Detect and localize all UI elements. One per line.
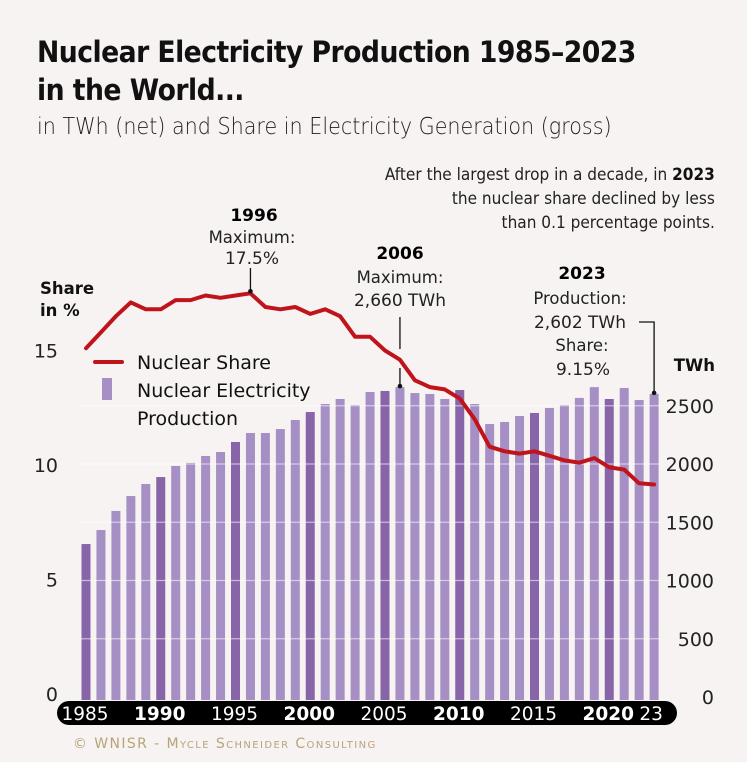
note-line-1: After the largest drop in a decade, in 2… xyxy=(385,165,715,184)
note-line-2: the nuclear share declined by less xyxy=(452,189,715,208)
bar-2010 xyxy=(455,390,465,700)
legend-share-label: Nuclear Share xyxy=(137,352,271,374)
annotation-2023-pointer xyxy=(639,321,655,393)
bar-2023 xyxy=(649,393,659,700)
right-tick-500: 500 xyxy=(678,629,714,651)
title-line-1: Nuclear Electricity Production 1985–2023 xyxy=(37,35,636,69)
chart-title: Nuclear Electricity Production 1985–2023… xyxy=(37,33,636,109)
note-line-3: than 0.1 percentage points. xyxy=(501,213,715,232)
bar-2008 xyxy=(425,393,435,700)
annotation-2023-dot xyxy=(651,390,657,396)
left-tick-5: 5 xyxy=(46,570,58,592)
bar-1990 xyxy=(156,477,166,700)
right-tick-1500: 1500 xyxy=(666,512,714,534)
x-tick-2010: 2010 xyxy=(433,704,485,725)
bar-2009 xyxy=(440,398,450,700)
bar-2000 xyxy=(305,412,315,700)
right-axis-label: TWh xyxy=(674,356,715,375)
annotation-1996-year: 1996 xyxy=(230,206,277,226)
share-line xyxy=(84,291,657,487)
annotation-2023-value-share: 9.15% xyxy=(556,360,610,380)
title-line-2: in the World... xyxy=(37,73,244,107)
legend-production-label-1: Nuclear Electricity xyxy=(137,380,311,402)
bar-2013 xyxy=(500,421,510,700)
annotation-2006-year: 2006 xyxy=(376,244,423,264)
right-tick-2000: 2000 xyxy=(666,454,714,476)
left-axis-label-1: Share xyxy=(40,279,94,298)
left-tick-15: 15 xyxy=(34,341,58,363)
x-tick-1995: 1995 xyxy=(211,704,258,725)
bar-2021 xyxy=(619,388,629,700)
annotation-1996-dot xyxy=(248,288,253,294)
bar-2020 xyxy=(604,398,614,700)
left-tick-10: 10 xyxy=(34,455,58,477)
left-axis-label-2: in % xyxy=(40,301,80,320)
bar-2007 xyxy=(410,393,420,700)
bar-2005 xyxy=(380,390,390,700)
x-tick-2000: 2000 xyxy=(284,704,336,725)
bar-1985 xyxy=(81,544,91,700)
bar-1989 xyxy=(141,484,151,700)
bar-2002 xyxy=(335,398,345,700)
bar-2017 xyxy=(559,405,569,700)
legend-production-swatch-icon xyxy=(102,378,112,400)
bar-1992 xyxy=(186,462,196,700)
bar-2016 xyxy=(544,407,554,700)
legend-production-label-2: Production xyxy=(137,408,238,430)
right-tick-2500: 2500 xyxy=(666,396,714,418)
annotation-2006-value: 2,660 TWh xyxy=(354,291,446,311)
bar-2018 xyxy=(574,397,584,700)
x-tick-2005: 2005 xyxy=(360,704,407,725)
left-tick-0: 0 xyxy=(46,684,58,706)
bar-1995 xyxy=(231,441,240,700)
bar-2014 xyxy=(515,416,525,700)
x-tick-2023: 23 xyxy=(639,704,663,725)
gridlines-group xyxy=(78,405,662,640)
x-tick-1990: 1990 xyxy=(134,704,186,725)
bar-1986 xyxy=(96,530,106,700)
x-tick-1985: 1985 xyxy=(61,704,108,725)
bars-group xyxy=(81,387,659,700)
copyright-footer: © WNISR - Mycle Schneider Consulting xyxy=(73,736,377,752)
bar-2004 xyxy=(365,392,375,700)
x-tick-2015: 2015 xyxy=(510,704,557,725)
bar-1991 xyxy=(171,465,181,700)
bar-1988 xyxy=(126,496,136,700)
bar-1999 xyxy=(290,419,300,700)
bar-2003 xyxy=(350,405,360,700)
annotation-2023-year: 2023 xyxy=(558,264,605,284)
annotation-1996-label: Maximum: xyxy=(209,228,296,247)
bar-2015 xyxy=(530,412,539,700)
bar-1998 xyxy=(275,429,285,700)
bar-2019 xyxy=(589,387,599,700)
bar-1997 xyxy=(260,433,270,700)
bar-1994 xyxy=(216,452,226,700)
bar-1996 xyxy=(245,433,255,700)
annotations-group: 1996 Maximum: 17.5% 2006 Maximum: 2,660 TWh 20… xyxy=(209,206,657,396)
bar-2012 xyxy=(485,424,495,700)
annotation-2006-label: Maximum: xyxy=(357,268,444,287)
axes-group: 0 5 10 15 Share in % 0 500 1000 1500 2000 2500 TWh 19… xyxy=(34,279,715,725)
bar-1987 xyxy=(111,510,121,700)
bar-2011 xyxy=(470,404,480,700)
annotation-2023-value-production: 2,602 TWh xyxy=(534,313,626,333)
bar-2022 xyxy=(634,400,644,700)
bar-1993 xyxy=(201,455,211,700)
annotation-2023-label-share: Share: xyxy=(555,336,608,355)
annotation-2006-dot xyxy=(397,383,403,389)
annotation-note: After the largest drop in a decade, in 2… xyxy=(385,163,715,235)
share-line-group xyxy=(84,291,657,487)
x-axis-pill xyxy=(57,701,677,725)
bar-2001 xyxy=(320,404,330,700)
legend-group: Nuclear Share Nuclear Electricity Producti… xyxy=(93,352,311,430)
right-tick-1000: 1000 xyxy=(666,571,714,593)
chart-subtitle: in TWh (net) and Share in Electricity Ge… xyxy=(37,114,612,140)
annotation-2023-label-production: Production: xyxy=(533,289,626,308)
bar-2006 xyxy=(395,387,405,700)
right-tick-0: 0 xyxy=(702,687,714,709)
x-tick-2020: 2020 xyxy=(583,704,635,725)
annotation-1996-value: 17.5% xyxy=(225,249,279,269)
